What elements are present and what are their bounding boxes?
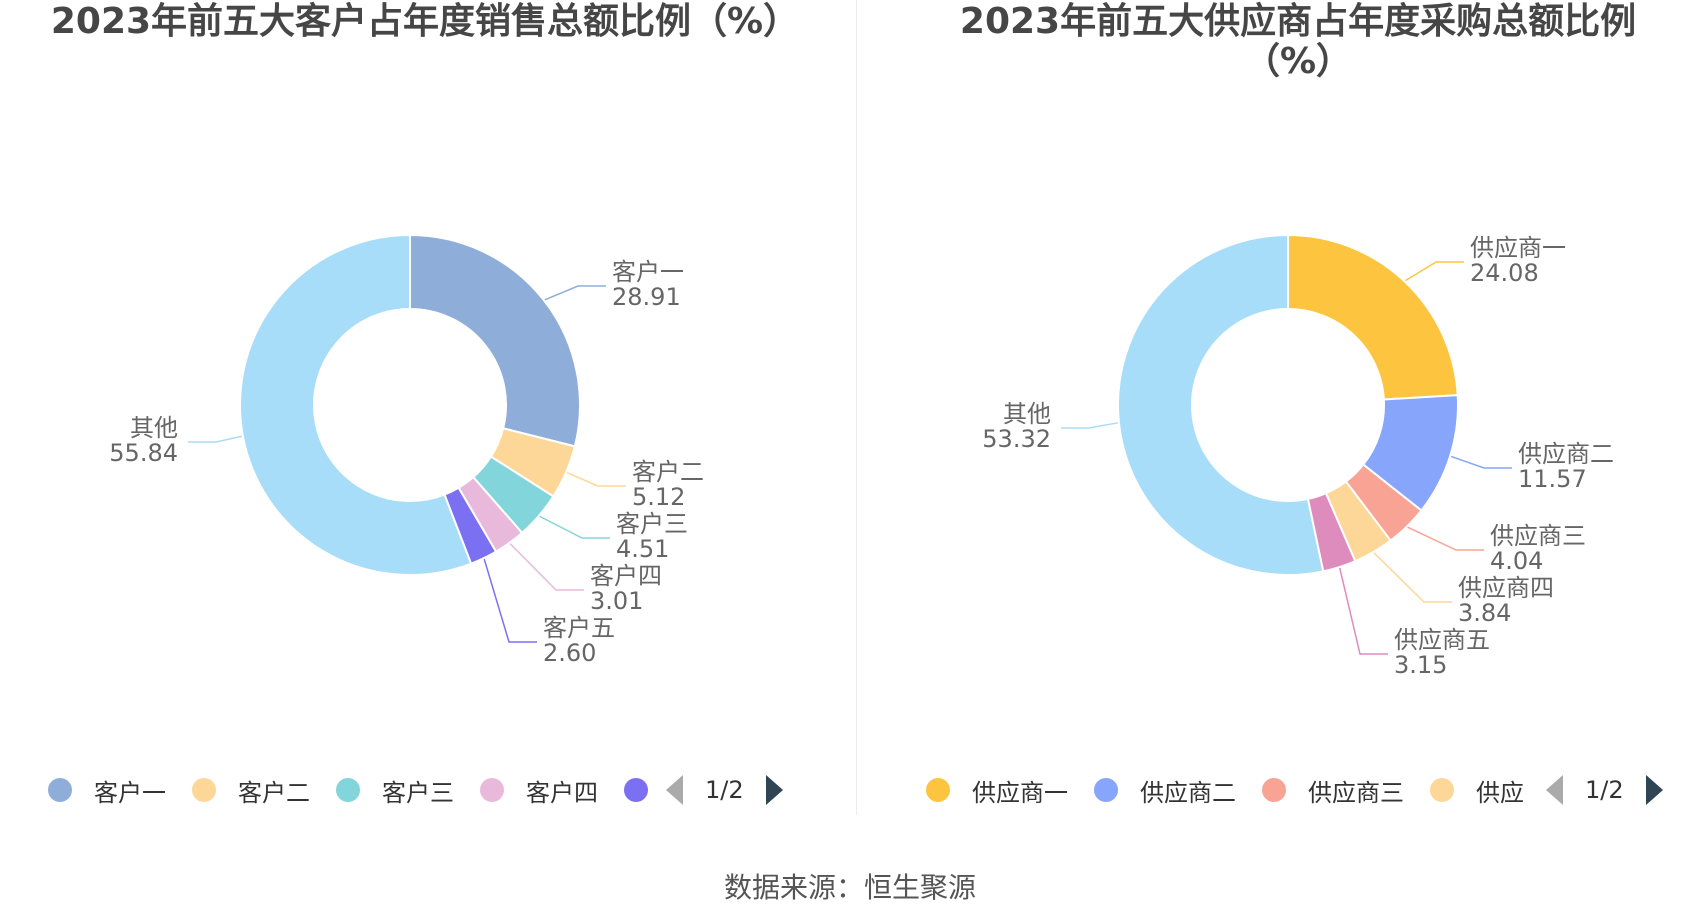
slice-value-label: 3.15	[1394, 651, 1447, 679]
label-leader-line	[483, 558, 537, 643]
slice-name-label: 客户三	[616, 510, 688, 538]
legend-label: 客户四	[526, 778, 598, 807]
slice-name-label: 供应商一	[1470, 234, 1566, 262]
chart-title: 2023年前五大供应商占年度采购总额比例（%）	[959, 1, 1637, 82]
legend-pager: 1/2	[666, 770, 783, 810]
slice-name-label: 客户四	[590, 562, 662, 590]
slice-name-label: 其他	[130, 414, 178, 442]
chart-title: 2023年前五大客户占年度销售总额比例（%）	[50, 1, 800, 42]
slice-name-label: 供应商四	[1458, 574, 1554, 602]
legend-prev-page-icon[interactable]	[1546, 775, 1563, 805]
legend-color-dot	[192, 778, 216, 802]
slice-value-label: 55.84	[109, 439, 178, 467]
legend-label: 供应	[1476, 778, 1524, 807]
legend-item[interactable]: 供应商一	[926, 770, 1068, 810]
legend-item[interactable]: 供应	[1430, 770, 1526, 810]
label-leader-line	[509, 543, 584, 591]
legend-label: 供应商一	[972, 778, 1068, 807]
label-leader-line	[1450, 455, 1512, 469]
legend-item[interactable]: 客户四	[480, 770, 598, 810]
slice-value-label: 11.57	[1518, 465, 1587, 493]
slice-value-label: 28.91	[612, 283, 681, 311]
legend-color-dot	[1430, 778, 1454, 802]
label-leader-line	[1339, 567, 1388, 655]
slice-value-label: 5.12	[632, 483, 685, 511]
slice-name-label: 供应商三	[1490, 522, 1586, 550]
label-leader-line	[1407, 526, 1484, 551]
legend-color-dot	[926, 778, 950, 802]
legend-page-indicator: 1/2	[1585, 776, 1624, 804]
slice-value-label: 4.51	[616, 535, 669, 563]
chart-panel-suppliers: 2023年前五大供应商占年度采购总额比例（%） 供应商一 24.08 供应商二 11.…	[858, 0, 1700, 820]
slice-name-label: 供应商五	[1394, 626, 1490, 654]
label-leader-line	[188, 435, 243, 443]
legend-color-dot	[624, 778, 648, 802]
data-source-note: 数据来源：恒生聚源	[723, 871, 976, 904]
slice-value-label: 24.08	[1470, 259, 1539, 287]
legend-color-dot	[48, 778, 72, 802]
legend-color-dot	[480, 778, 504, 802]
label-leader-line	[1373, 552, 1452, 603]
legend-label: 供应商二	[1140, 778, 1236, 807]
legend-item[interactable]: 客户二	[192, 770, 310, 810]
label-leader-line	[1061, 422, 1119, 429]
legend-pager: 1/2	[1546, 770, 1663, 810]
legend-label: 客户一	[94, 778, 166, 807]
pie-slice[interactable]	[1117, 233, 1325, 576]
panel-divider	[856, 0, 857, 815]
legend-item[interactable]: 客户三	[336, 770, 454, 810]
pie-slice[interactable]	[409, 233, 581, 448]
slice-value-label: 4.04	[1490, 547, 1543, 575]
legend-page-indicator: 1/2	[705, 776, 744, 804]
legend-label: 客户三	[382, 778, 454, 807]
legend-label: 供应商三	[1308, 778, 1404, 807]
legend-label: 客户二	[238, 778, 310, 807]
legend-prev-page-icon[interactable]	[666, 775, 683, 805]
legend-next-page-icon[interactable]	[765, 775, 783, 805]
legend-next-page-icon[interactable]	[1645, 775, 1663, 805]
chart-panel-customers: 2023年前五大客户占年度销售总额比例（%） 客户一 28.91 客户二 5.12 客户…	[0, 0, 850, 820]
slice-value-label: 3.84	[1458, 599, 1511, 627]
legend-color-dot	[336, 778, 360, 802]
slice-name-label: 客户二	[632, 458, 704, 486]
label-leader-line	[544, 285, 606, 301]
slice-value-label: 53.32	[982, 425, 1051, 453]
pie-slice[interactable]	[1287, 233, 1459, 401]
label-leader-line	[1404, 261, 1464, 282]
pie-slice[interactable]	[239, 233, 473, 576]
slice-name-label: 客户五	[543, 614, 615, 642]
slice-name-label: 客户一	[612, 258, 684, 286]
legend-item[interactable]: 客户一	[48, 770, 166, 810]
slice-value-label: 2.60	[543, 639, 596, 667]
legend-item-partial[interactable]	[624, 770, 648, 810]
slice-name-label: 供应商二	[1518, 440, 1614, 468]
legend-color-dot	[1094, 778, 1118, 802]
label-leader-line	[539, 515, 610, 539]
label-leader-line	[566, 471, 626, 487]
legend-item[interactable]: 供应商二	[1094, 770, 1236, 810]
slice-name-label: 其他	[1003, 400, 1051, 428]
legend-color-dot	[1262, 778, 1286, 802]
slice-value-label: 3.01	[590, 587, 643, 615]
legend-item[interactable]: 供应商三	[1262, 770, 1404, 810]
